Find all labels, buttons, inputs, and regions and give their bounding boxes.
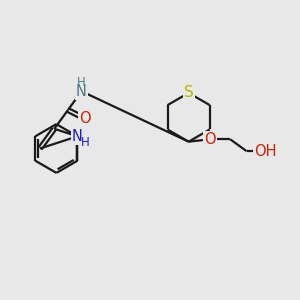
- Text: N: N: [72, 129, 83, 144]
- Text: O: O: [204, 132, 216, 147]
- Text: OH: OH: [254, 144, 277, 159]
- Text: O: O: [79, 111, 90, 126]
- Text: N: N: [76, 84, 87, 99]
- Text: H: H: [81, 136, 90, 149]
- Text: S: S: [184, 85, 194, 100]
- Text: H: H: [76, 76, 85, 89]
